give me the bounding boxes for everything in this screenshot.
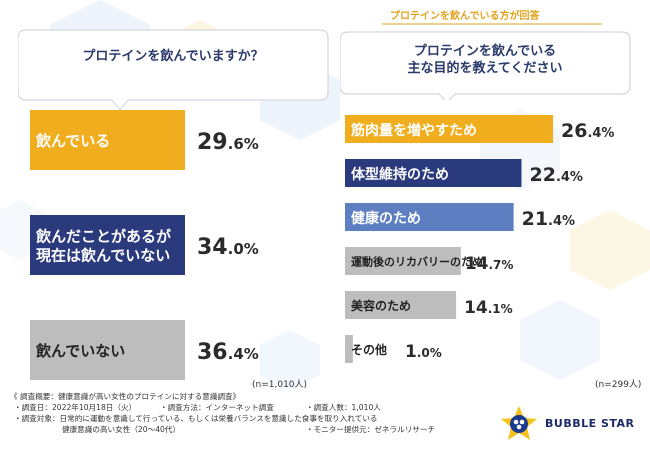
right-label-5: その他 [351,342,387,357]
right-question-line2: 主な目的を教えてください [407,61,563,76]
right-bar-5 [345,335,353,363]
left-question: プロテインを飲んでいますか？ [82,49,264,64]
right-bar-4 [345,291,457,319]
respondent-badge: プロテインを飲んでいる方が回答 [390,11,540,22]
brand-name: BUBBLE STAR [545,417,635,430]
left-label-2-0: 飲んでいない [35,342,125,360]
right-bar-2 [345,203,514,231]
value-label-right-4: 14.1% [464,298,513,318]
value-label-left-0: 29.6% [197,130,259,155]
footer-provider: ・モニター提供元：ゼネラルリサーチ [306,425,436,434]
left-bar-1 [30,215,185,275]
value-label-right-0: 26.4% [561,120,614,142]
left-label-0-0: 飲んでいる [35,132,110,150]
footer-target2: 健康意識の高い女性（20〜40代） [62,425,181,434]
right-label-4: 美容のため [351,298,411,313]
right-bar-3 [345,247,461,275]
value-label-left-1: 34.0% [197,235,259,260]
bubble-star-logo-icon [501,406,537,440]
value-label-right-1: 22.4% [529,164,582,186]
right-label-3: 運動後のリカバリーのため [351,255,483,269]
right-question-bubble [340,31,631,100]
value-label-right-5: 1.0% [405,342,442,362]
footer-count: ・調査人数：1,010人 [306,403,381,412]
footer-method: ・調査方法：インターネット調査 [160,403,274,412]
right-label-1: 体型維持のため [351,166,449,183]
badge-underline [382,23,602,25]
survey-footer: 《 調査概要：健康意識が高い女性のプロテインに対する意識調査》 ・調査日：202… [0,388,650,450]
chart-right: 筋肉量を増やすため 26.4% 体型維持のため 22.4% 健康のため 21.4% 運動後の… [345,115,614,363]
left-bar-2 [30,320,185,380]
right-sample-size: (n=299人) [595,380,642,390]
right-question-line1: プロテインを飲んでいる [413,44,557,59]
footer-target: ・調査対象：日常的に運動を意識して行っている、もしくは栄養バランスを意識した食事… [14,414,378,423]
footer-date: ・調査日：2022年10月18日（火） [14,403,137,412]
value-label-right-3: 14.7% [465,254,514,274]
footer-title: 《 調査概要：健康意識が高い女性のプロテインに対する意識調査》 [10,392,241,401]
right-bar-0 [345,115,553,143]
left-label-1-1: 現在は飲んでいない [36,247,170,265]
right-bar-1 [345,159,522,187]
value-label-right-2: 21.4% [522,208,575,230]
left-sample-size: (n=1,010人) [252,380,308,390]
value-label-left-2: 36.4% [197,340,259,365]
right-label-0: 筋肉量を増やすため [351,122,477,139]
right-label-2: 健康のため [351,210,421,227]
left-label-1-0: 飲んだことがあるが [35,228,172,246]
left-bar-0 [30,110,185,170]
left-question-bubble [18,29,329,110]
